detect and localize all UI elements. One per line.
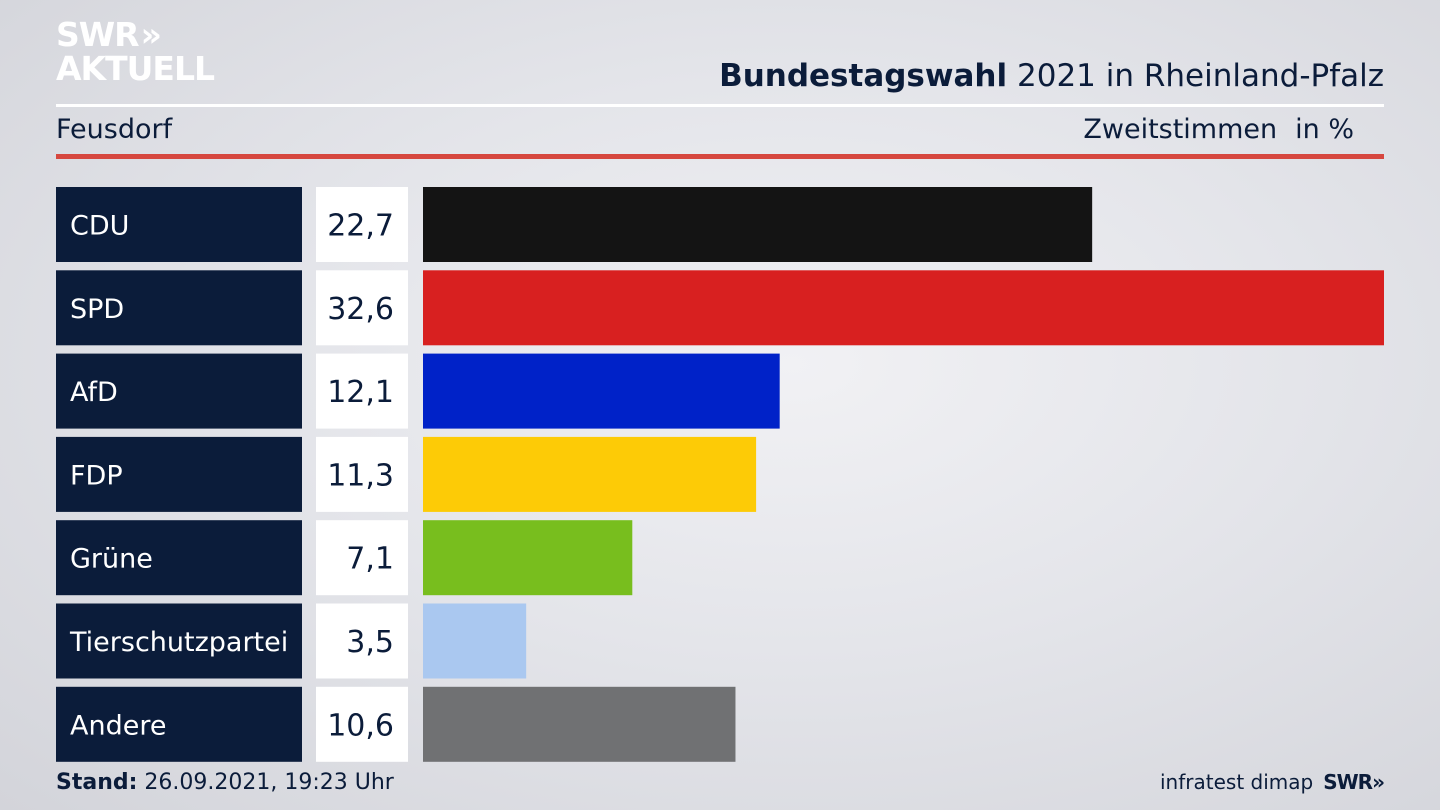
party-label-afd: AfD: [70, 377, 118, 408]
stand-value: 26.09.2021, 19:23 Uhr: [144, 770, 394, 795]
party-label-fdp: FDP: [70, 460, 123, 491]
bar-afd: [423, 353, 780, 429]
party-label-box-spd: [56, 270, 302, 346]
header-divider: [56, 104, 1384, 107]
chart-title: Bundestagswahl 2021 in Rheinland-Pfalz: [719, 58, 1384, 94]
title-rest: 2021 in Rheinland-Pfalz: [1017, 58, 1384, 94]
value-box-gr-ne: [316, 520, 408, 596]
source-credit: infratest dimap SWR»: [1160, 770, 1385, 794]
measure-text: Zweitstimmen: [1083, 114, 1278, 145]
party-label-tierschutzpartei: Tierschutzpartei: [69, 627, 288, 658]
bar-fdp: [423, 436, 757, 512]
bar-andere: [423, 686, 736, 762]
party-label-box-cdu: [56, 187, 302, 262]
bar-tierschutzpartei: [423, 603, 527, 679]
party-label-box-gr-ne: [56, 520, 302, 596]
party-label-box-tierschutzpartei: [56, 603, 302, 679]
party-label-gr-ne: Grüne: [70, 544, 153, 575]
value-label-fdp: 11,3: [327, 458, 394, 493]
party-label-cdu: CDU: [70, 211, 129, 242]
source-text: infratest dimap: [1160, 770, 1314, 794]
party-label-box-fdp: [56, 436, 302, 512]
value-box-spd: [316, 270, 408, 346]
swr-brand-icon: SWR»: [1323, 770, 1385, 794]
title-bold: Bundestagswahl: [719, 58, 1008, 94]
unit-text: in %: [1295, 114, 1354, 145]
bar-spd: [423, 270, 1384, 346]
stand-label: Stand:: [56, 770, 138, 795]
value-label-afd: 12,1: [327, 375, 394, 410]
value-label-gr-ne: 7,1: [346, 542, 394, 577]
party-label-spd: SPD: [70, 294, 124, 325]
timestamp: Stand: 26.09.2021, 19:23 Uhr: [56, 770, 394, 795]
value-label-tierschutzpartei: 3,5: [346, 625, 394, 660]
region-label: Feusdorf: [56, 114, 173, 145]
party-label-box-andere: [56, 686, 302, 762]
accent-divider: [56, 154, 1384, 159]
value-box-andere: [316, 686, 408, 762]
value-box-fdp: [316, 436, 408, 512]
bar-cdu: [423, 187, 1093, 262]
value-label-andere: 10,6: [327, 708, 394, 743]
value-label-cdu: 22,7: [327, 209, 394, 244]
value-box-cdu: [316, 187, 408, 262]
value-label-spd: 32,6: [327, 292, 394, 327]
value-box-afd: [316, 353, 408, 429]
logo-aktuell-text: AKTUELL: [56, 49, 215, 88]
measure-label: Zweitstimmen in %: [1083, 114, 1354, 145]
logo-swr-text: SWR: [56, 15, 140, 54]
value-box-tierschutzpartei: [316, 603, 408, 679]
party-label-box-afd: [56, 353, 302, 429]
bar-gr-ne: [423, 520, 633, 596]
party-label-andere: Andere: [70, 710, 166, 741]
swr-aktuell-logo: SWR» AKTUELL: [56, 15, 215, 88]
